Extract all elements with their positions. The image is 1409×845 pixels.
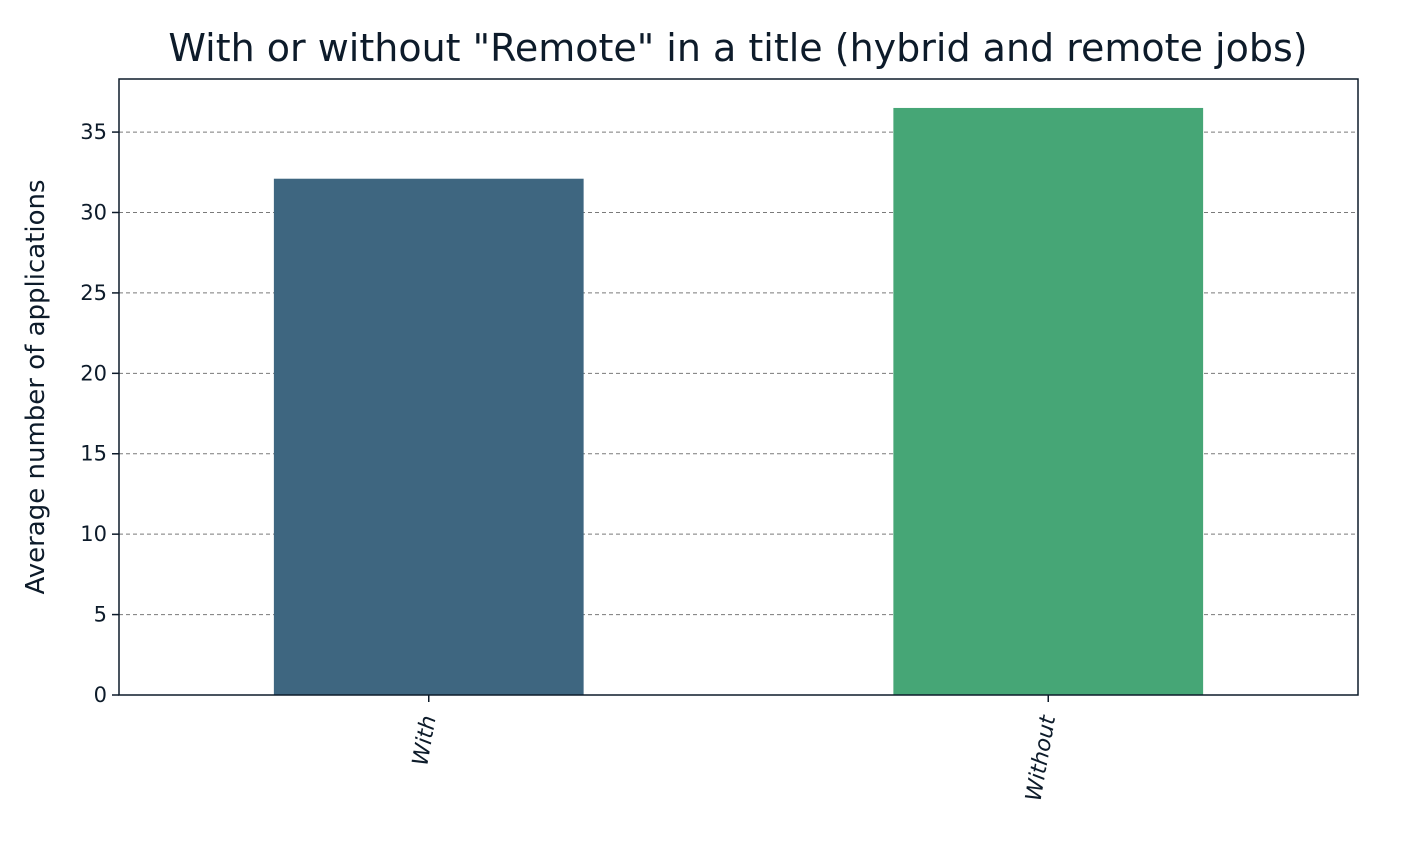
y-axis-label: Average number of applications (21, 179, 51, 594)
bars (273, 107, 1204, 696)
plot-frame (118, 78, 1359, 696)
y-tick-label-15: 15 (80, 442, 107, 466)
x-tick-label-without: Without (1022, 712, 1062, 803)
y-axis-ticks: 0 5 10 15 20 25 30 35 (80, 120, 119, 707)
y-tick-label-10: 10 (80, 522, 107, 546)
y-tick-label-5: 5 (94, 603, 107, 627)
bar-with (273, 178, 584, 695)
y-tick-label-30: 30 (80, 200, 107, 224)
y-tick-label-20: 20 (80, 361, 107, 385)
y-tick-label-25: 25 (80, 281, 107, 305)
x-tick-label-with: With (408, 714, 441, 768)
y-tick-label-0: 0 (94, 683, 107, 707)
bar-without (893, 107, 1204, 696)
y-tick-label-35: 35 (80, 120, 107, 144)
chart-title: With or without "Remote" in a title (hyb… (168, 26, 1307, 70)
x-axis-ticks: With Without (408, 695, 1061, 803)
